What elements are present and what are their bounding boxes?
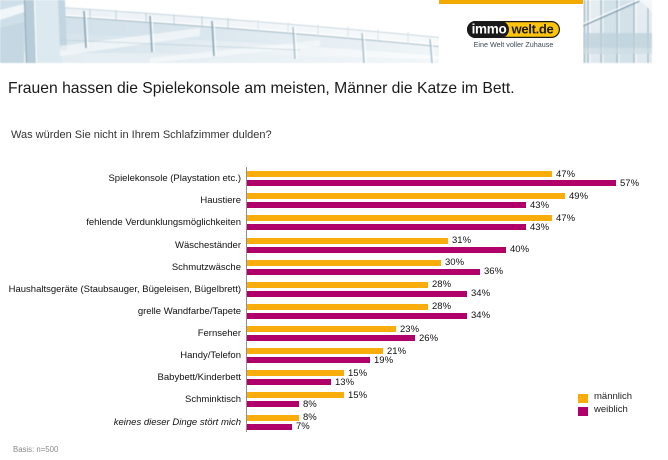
svg-text:immo: immo	[472, 22, 507, 37]
svg-text:welt.de: welt.de	[511, 22, 554, 37]
